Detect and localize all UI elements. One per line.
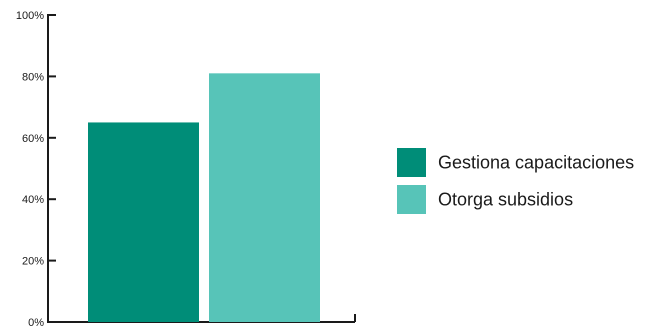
y-tick-label: 60%	[22, 133, 44, 145]
bars	[88, 73, 320, 322]
y-tick-label: 20%	[22, 256, 44, 268]
bar-gestiona-capacitaciones	[88, 122, 199, 322]
bar-otorga-subsidios	[209, 73, 320, 322]
legend-swatch	[397, 148, 426, 177]
y-axis: 0% 20% 40% 60% 80% 100%	[16, 10, 56, 329]
y-tick-label: 40%	[22, 194, 44, 206]
y-tick-label: 0%	[28, 317, 44, 329]
legend-swatch	[397, 185, 426, 214]
y-tick-label: 80%	[22, 71, 44, 83]
legend-label: Gestiona capacitaciones	[438, 153, 634, 173]
legend: Gestiona capacitaciones Otorga subsidios	[397, 148, 634, 214]
legend-label: Otorga subsidios	[438, 190, 573, 210]
y-tick-label: 100%	[16, 10, 44, 22]
